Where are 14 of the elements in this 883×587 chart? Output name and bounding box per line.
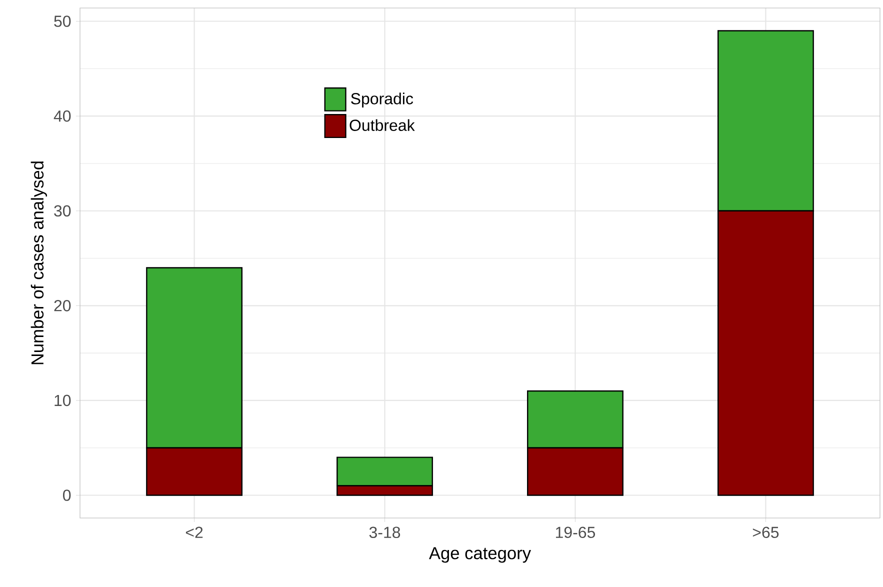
y-tick-label: 30 — [54, 205, 71, 217]
legend-label: Outbreak — [350, 119, 415, 131]
x-axis-title: Age category — [428, 547, 532, 563]
y-tick-label: 50 — [54, 16, 71, 27]
legend-label: Sporadic — [351, 92, 414, 108]
y-axis-title: Number of cases analysed — [30, 162, 48, 364]
y-tick-label: 10 — [54, 394, 71, 406]
x-tick-label: <2 — [186, 526, 203, 538]
x-tick-label: >65 — [752, 526, 779, 538]
x-tick-label: 19-65 — [556, 526, 596, 538]
y-tick-label: 20 — [54, 300, 71, 312]
y-tick-label: 40 — [54, 110, 71, 122]
x-tick-label: 3-18 — [369, 526, 400, 538]
y-tick-label: 0 — [63, 490, 71, 501]
